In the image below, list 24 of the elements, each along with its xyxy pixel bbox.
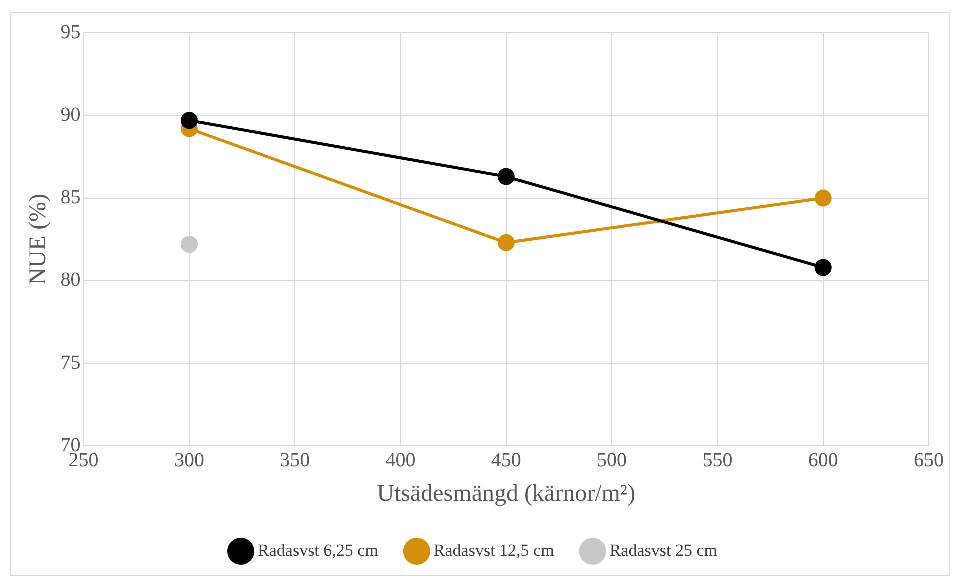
- y-tick-label: 85: [60, 186, 81, 209]
- y-tick-label: 90: [60, 104, 81, 126]
- x-tick-label: 400: [386, 449, 416, 472]
- legend-label: Radasvst 25 cm: [610, 540, 718, 560]
- point: [814, 190, 832, 207]
- y-axis-title: NUE (%): [26, 194, 52, 286]
- point: [180, 112, 198, 130]
- x-tick-label: 550: [702, 449, 733, 472]
- y-tick-label: 95: [60, 21, 81, 44]
- x-tick-label: 300: [174, 449, 204, 472]
- point: [498, 168, 515, 186]
- point: [498, 234, 515, 252]
- x-axis-title: Utsädesmängd (kärnor/m²): [377, 480, 636, 507]
- x-tick-label: 350: [280, 449, 310, 472]
- point: [180, 236, 198, 254]
- legend-label: Radasvst 6,25 cm: [258, 540, 378, 560]
- x-tick-label: 650: [914, 449, 944, 472]
- y-tick-label: 75: [60, 352, 81, 374]
- x-tick-label: 450: [491, 449, 522, 472]
- legend-label: Radasvst 12,5 cm: [434, 540, 554, 560]
- x-tick-label: 600: [808, 449, 838, 472]
- x-tick-label: 500: [597, 449, 628, 472]
- point: [814, 259, 832, 276]
- y-tick-label: 80: [60, 269, 81, 292]
